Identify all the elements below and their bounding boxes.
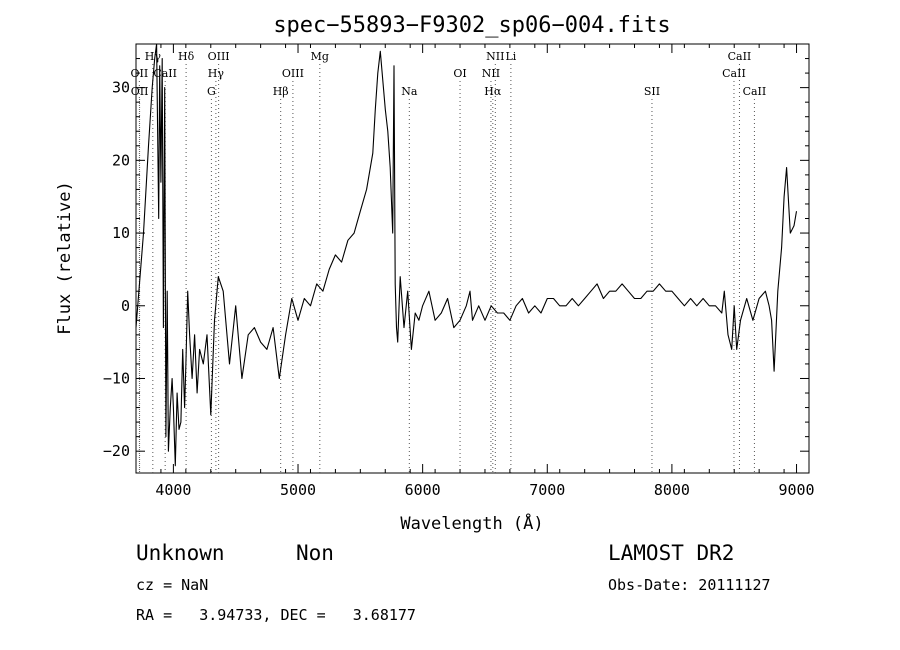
series-layer (135, 43, 798, 467)
marker-label-8: Mg (311, 50, 329, 63)
marker-label-12: OI (453, 67, 466, 80)
marker-label-0: Hγ (145, 50, 162, 63)
plot-frame (135, 43, 810, 474)
x-tick-label-1: 5000 (280, 481, 316, 499)
marker-label-11: Na (401, 85, 418, 98)
x-tick-label-5: 9000 (778, 481, 814, 499)
x-tick-label-3: 7000 (529, 481, 565, 499)
class-label: Unknown (136, 541, 225, 565)
marker-label-10: Hβ (273, 85, 289, 98)
marker-label-19: CaII (722, 67, 746, 80)
cz-label: cz = NaN (136, 576, 209, 594)
subclass-label: Non (296, 541, 334, 565)
obs-date-label: Obs-Date: 20111127 (608, 576, 771, 594)
chart-title: spec−55893−F9302_sp06−004.fits (273, 13, 670, 38)
spectrum-series-0 (135, 43, 798, 467)
marker-label-6: Hγ (208, 67, 225, 80)
marker-label-18: CaII (728, 50, 752, 63)
marker-label-17: SII (644, 85, 660, 98)
y-tick-label-5: 30 (112, 79, 130, 97)
marker-label-7: G (207, 85, 216, 98)
marker-label-16: Hα (484, 85, 502, 98)
y-tick-label-3: 10 (112, 224, 130, 242)
y-tick-label-0: −20 (103, 442, 130, 460)
coords-label: RA = 3.94733, DEC = 3.68177 (136, 606, 416, 624)
y-tick-label-2: 0 (121, 297, 130, 315)
marker-label-9: OIII (282, 67, 304, 80)
marker-label-14: Li (505, 50, 516, 63)
marker-label-15: NII (482, 67, 500, 80)
marker-label-4: Hδ (178, 50, 195, 63)
axis-ticks: 4000 5000 6000 7000 8000 9000 −20 −10 0 10 20 30 (103, 43, 815, 499)
y-tick-label-1: −10 (103, 369, 130, 387)
x-tick-label-0: 4000 (155, 481, 191, 499)
x-axis-label: Wavelength (Å) (400, 512, 543, 534)
x-tick-label-2: 6000 (405, 481, 441, 499)
y-axis-label: Flux (relative) (55, 181, 75, 335)
survey-label: LAMOST DR2 (608, 541, 735, 565)
marker-label-13: NII (486, 50, 504, 63)
marker-label-20: CaII (743, 85, 767, 98)
marker-label-5: OIII (208, 50, 230, 63)
marker-label-3: OII (131, 85, 149, 98)
x-tick-label-4: 8000 (654, 481, 690, 499)
y-tick-label-4: 20 (112, 151, 130, 169)
